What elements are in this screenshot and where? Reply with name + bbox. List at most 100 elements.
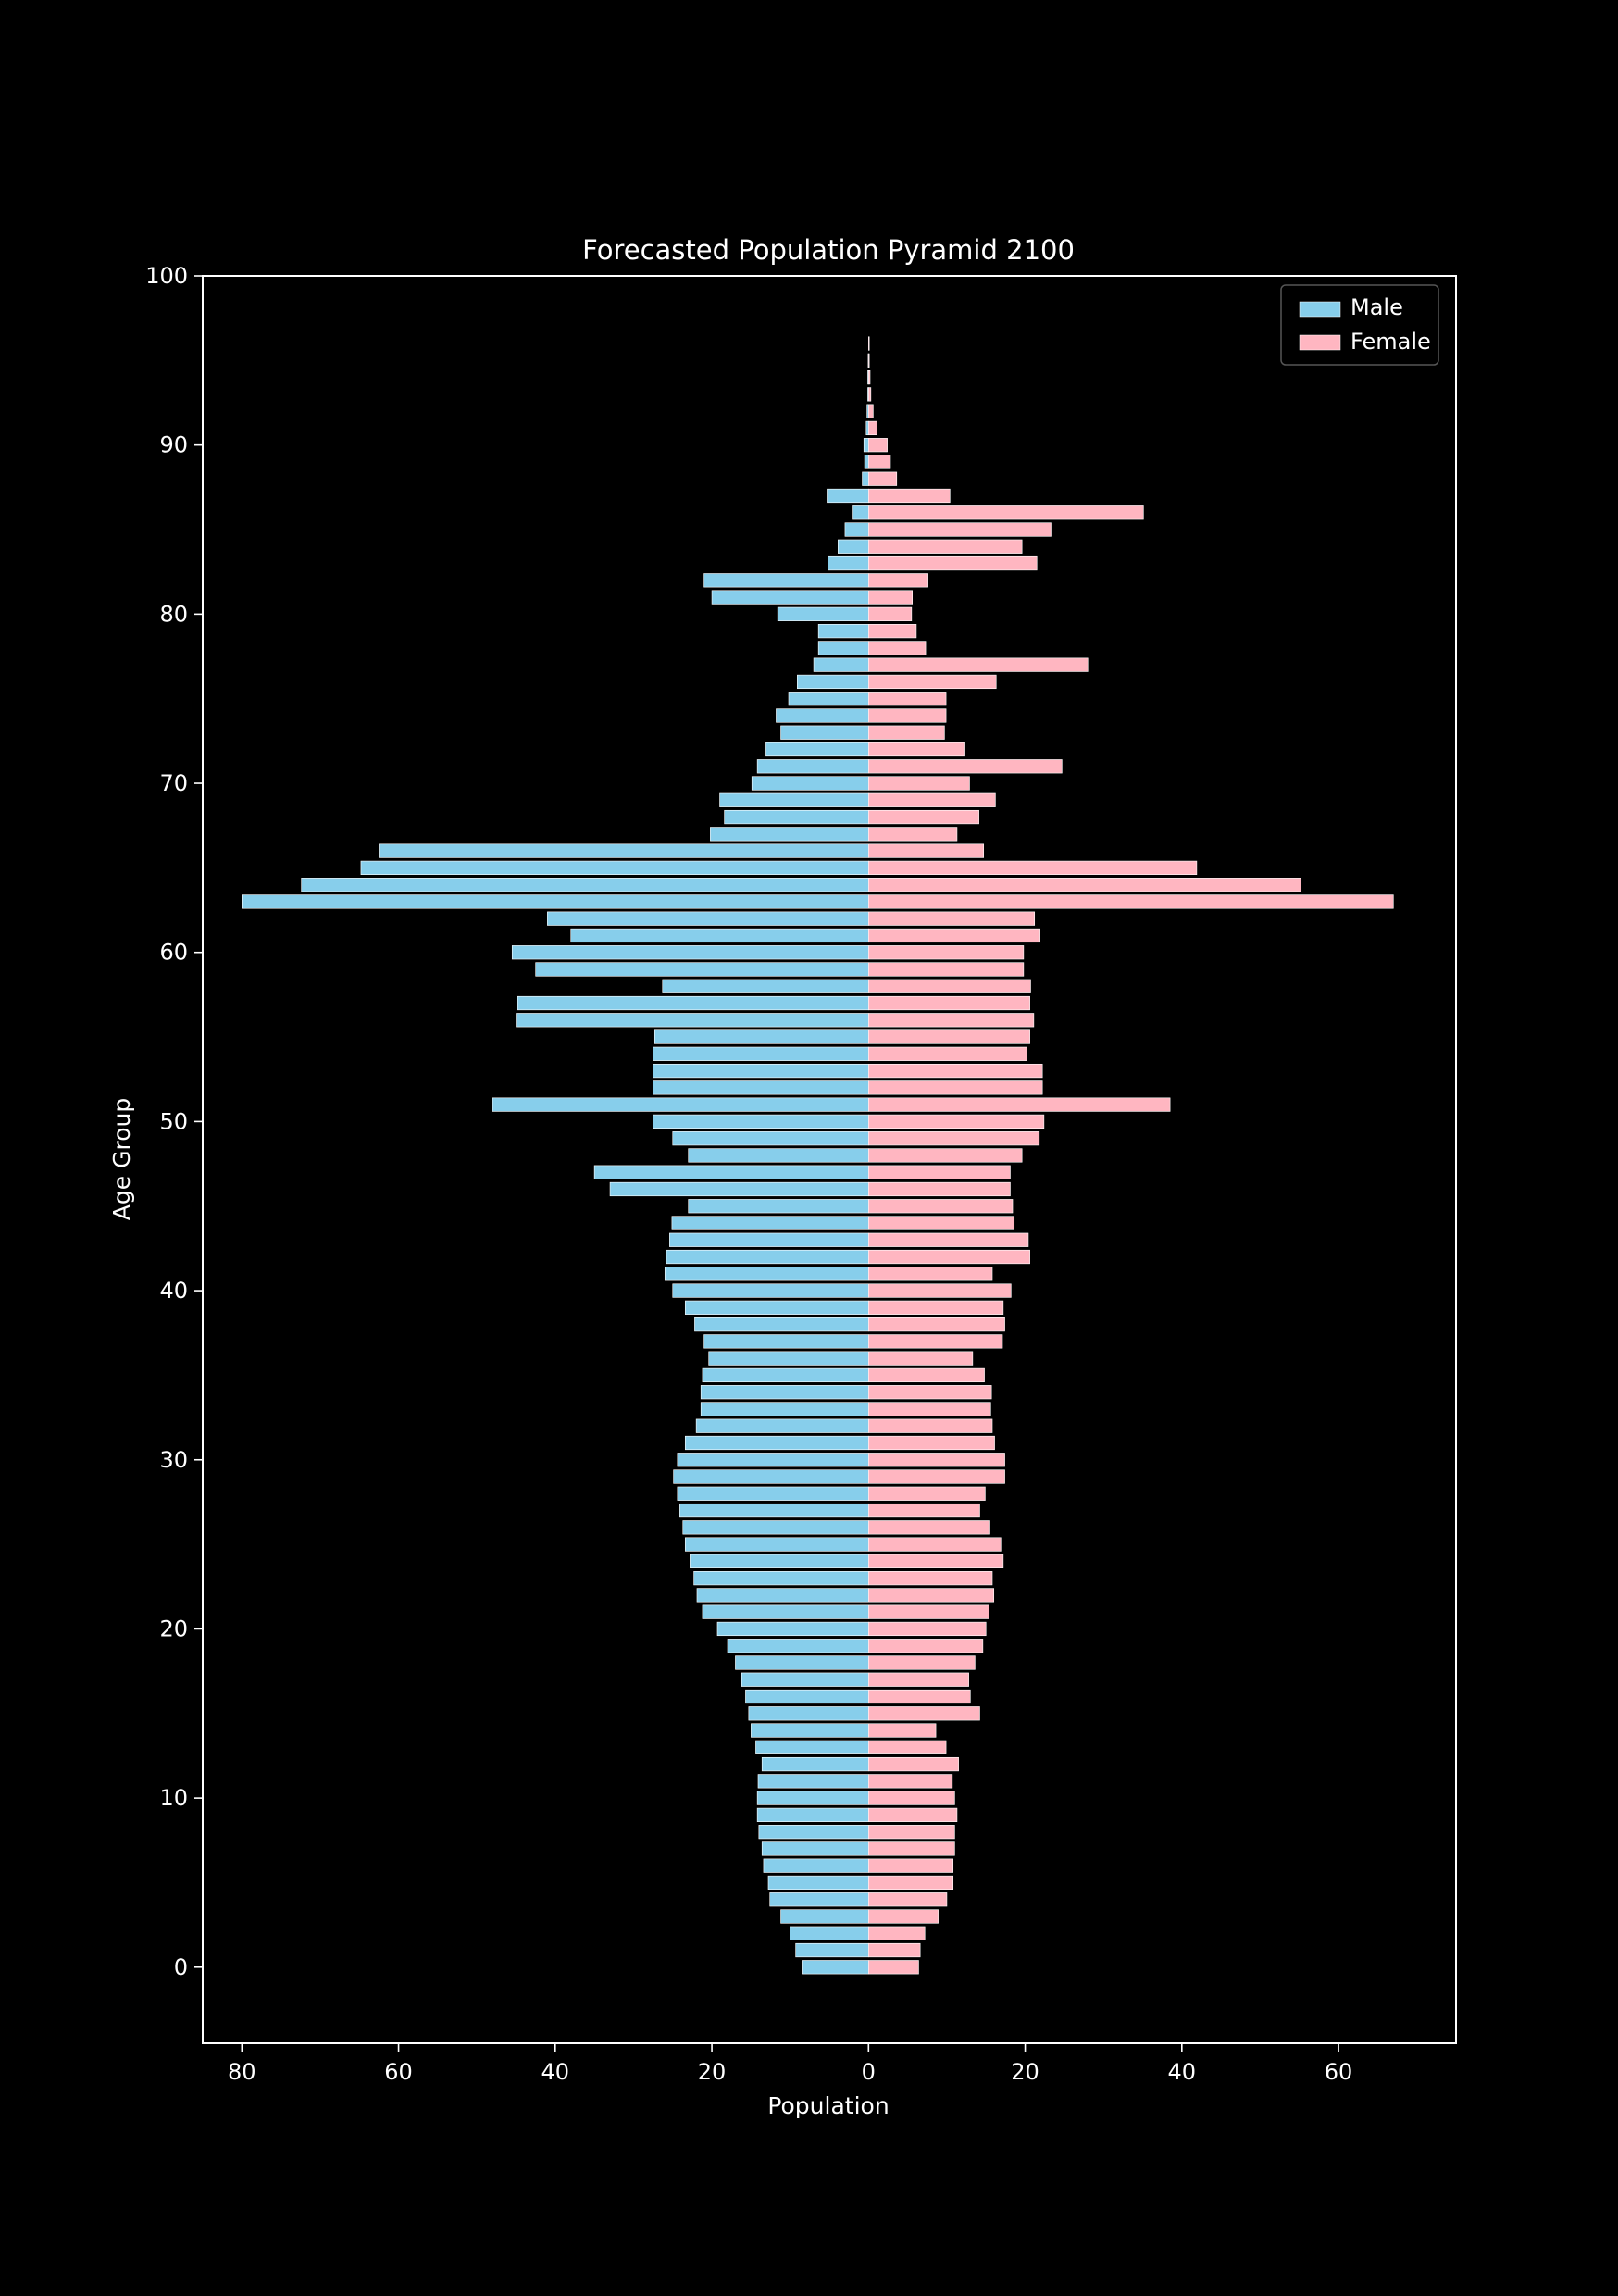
bar-female-age-62 <box>868 911 1036 926</box>
bar-male-age-70 <box>751 776 869 791</box>
bar-female-age-58 <box>868 979 1031 993</box>
bar-female-age-80 <box>868 606 913 621</box>
bar-male-age-31 <box>684 1435 869 1451</box>
bar-female-age-75 <box>868 692 947 706</box>
bar-male-age-29 <box>673 1469 869 1484</box>
bar-female-age-43 <box>868 1232 1029 1247</box>
bar-female-age-88 <box>868 471 898 486</box>
bar-female-age-16 <box>868 1689 971 1704</box>
bar-male-age-81 <box>711 590 869 605</box>
bar-male-age-60 <box>511 945 869 960</box>
bar-female-age-65 <box>868 860 1198 875</box>
bar-male-age-88 <box>862 471 869 486</box>
bar-male-age-2 <box>790 1926 869 1940</box>
bar-male-age-22 <box>696 1588 869 1603</box>
bar-male-age-33 <box>700 1402 869 1416</box>
bar-female-age-96 <box>868 336 870 351</box>
bar-female-age-42 <box>868 1249 1030 1265</box>
bar-female-age-55 <box>868 1029 1030 1044</box>
bar-female-age-19 <box>868 1639 984 1653</box>
bar-female-age-27 <box>868 1503 980 1518</box>
legend-swatch-female <box>1299 334 1341 351</box>
bar-female-age-35 <box>868 1367 985 1383</box>
bar-female-age-7 <box>868 1841 955 1856</box>
x-tick-label: 40 <box>1168 2059 1197 2085</box>
y-axis-label: Age Group <box>108 1098 135 1220</box>
y-tick-label: 30 <box>159 1447 188 1473</box>
bar-female-age-17 <box>868 1672 969 1687</box>
bar-male-age-19 <box>727 1639 869 1653</box>
bar-female-age-31 <box>868 1435 995 1451</box>
legend-label-female: Female <box>1350 329 1431 355</box>
bar-male-age-66 <box>379 843 869 858</box>
bar-female-age-0 <box>868 1960 919 1975</box>
bar-male-age-28 <box>677 1486 869 1501</box>
y-tick-label: 60 <box>159 940 188 966</box>
bar-male-age-82 <box>703 573 869 588</box>
bar-female-age-52 <box>868 1080 1043 1095</box>
bar-male-age-27 <box>679 1503 869 1518</box>
x-tick-label: 40 <box>541 2059 570 2085</box>
bar-female-age-69 <box>868 792 996 807</box>
bar-male-age-73 <box>780 725 869 740</box>
bar-male-age-52 <box>653 1080 869 1095</box>
x-tick-label: 80 <box>228 2059 256 2085</box>
bar-male-age-3 <box>780 1909 869 1924</box>
bar-male-age-83 <box>828 555 869 571</box>
bar-male-age-8 <box>758 1825 869 1840</box>
bar-male-age-62 <box>547 911 869 926</box>
bar-female-age-44 <box>868 1216 1015 1230</box>
bar-male-age-1 <box>795 1942 869 1958</box>
bar-male-age-64 <box>301 878 869 892</box>
bar-male-age-78 <box>817 641 869 655</box>
bar-male-age-13 <box>755 1740 869 1754</box>
bar-male-age-17 <box>741 1672 869 1687</box>
y-axis-ticks: 0 10 20 30 40 50 60 70 80 90 100 <box>145 263 203 1980</box>
bar-male-age-86 <box>852 505 869 520</box>
bar-male-age-21 <box>702 1604 869 1619</box>
bar-male-age-49 <box>672 1131 869 1146</box>
bar-male-age-80 <box>777 606 869 621</box>
bar-female-age-48 <box>868 1148 1023 1163</box>
bar-female-age-41 <box>868 1267 993 1281</box>
bar-male-age-25 <box>684 1537 869 1552</box>
bar-female-age-21 <box>868 1604 989 1619</box>
bar-male-age-58 <box>662 979 869 993</box>
bar-male-age-77 <box>813 657 869 672</box>
bar-male-age-72 <box>765 742 869 757</box>
bar-male-age-90 <box>863 438 869 453</box>
bar-male-age-9 <box>756 1807 869 1822</box>
bar-male-age-16 <box>745 1689 869 1704</box>
bar-female-age-93 <box>868 387 872 402</box>
bar-male-age-75 <box>788 692 869 706</box>
bar-male-age-46 <box>609 1181 869 1197</box>
bar-male-age-5 <box>767 1875 869 1890</box>
bar-male-age-87 <box>827 488 869 504</box>
bar-female-age-86 <box>868 505 1144 520</box>
bar-female-age-34 <box>868 1385 992 1400</box>
y-tick-label: 10 <box>159 1785 188 1811</box>
chart-title: Forecasted Population Pyramid 2100 <box>582 234 1075 266</box>
bar-female-age-8 <box>868 1825 955 1840</box>
bar-male-age-43 <box>669 1232 869 1247</box>
bar-male-age-11 <box>757 1774 869 1789</box>
bar-male-age-36 <box>708 1351 869 1366</box>
bar-male-age-26 <box>682 1520 869 1535</box>
bar-male-age-84 <box>838 539 869 554</box>
bar-female-age-13 <box>868 1740 947 1754</box>
bar-female-age-82 <box>868 573 928 588</box>
bar-female-age-5 <box>868 1875 954 1890</box>
bar-male-age-12 <box>761 1756 869 1772</box>
bar-female-age-66 <box>868 843 985 858</box>
bar-male-age-18 <box>735 1655 869 1670</box>
y-tick-label: 20 <box>159 1616 188 1641</box>
bar-female-age-32 <box>868 1418 993 1433</box>
x-tick-label: 20 <box>698 2059 727 2085</box>
bar-female-age-68 <box>868 809 979 825</box>
x-tick-label: 60 <box>384 2059 413 2085</box>
bar-female-age-24 <box>868 1554 1004 1568</box>
bar-male-age-20 <box>716 1621 869 1637</box>
bar-female-age-95 <box>868 353 870 368</box>
bar-female-age-85 <box>868 522 1052 537</box>
